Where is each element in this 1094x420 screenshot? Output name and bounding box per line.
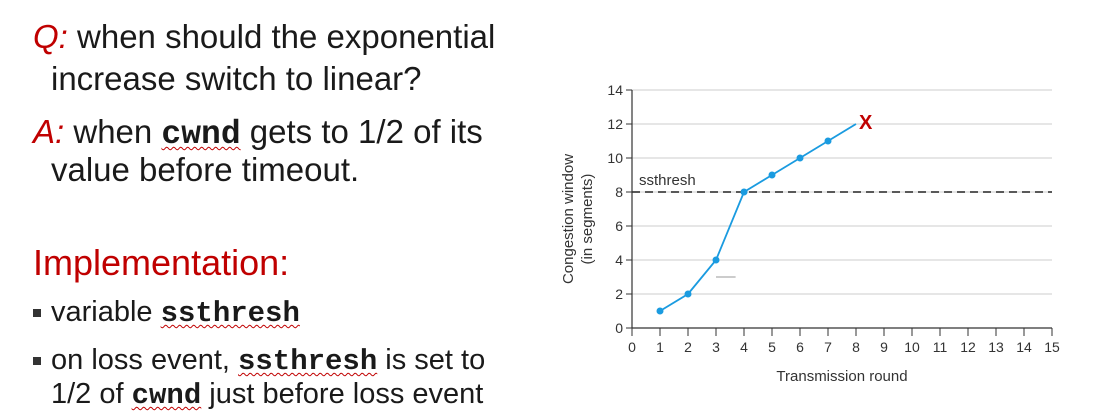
bullet2-pre: on loss event,: [51, 344, 238, 376]
bullet-2-line2: 1/2 of cwnd just before loss event: [51, 378, 484, 412]
x-tick-label: 10: [904, 339, 920, 355]
slide-text: Q: when should the exponential increase …: [0, 0, 540, 420]
bullet2-code-cwnd: cwnd: [131, 379, 202, 412]
x-tick-label: 15: [1044, 339, 1060, 355]
bullet2-post: is set to: [377, 344, 486, 376]
bullet1-pre: variable: [51, 296, 161, 328]
bullet-1: variable ssthresh: [51, 296, 300, 330]
ssthresh-label: ssthresh: [639, 172, 696, 189]
y-tick-label: 12: [607, 116, 623, 132]
answer-line1: A: when cwnd gets to 1/2 of its: [33, 115, 483, 151]
series-line: [659, 123, 857, 312]
series-group: X: [656, 112, 873, 315]
y-tick-label: 4: [615, 252, 623, 268]
question-text: when should the exponential: [67, 18, 496, 55]
x-tick-label: 13: [988, 339, 1004, 355]
y-tick-label: 6: [615, 218, 623, 234]
axes: [626, 89, 1053, 336]
y-tick-label: 10: [607, 150, 623, 166]
bullet-2-line1: on loss event, ssthresh is set to: [51, 344, 486, 378]
x-tick-label: 6: [796, 339, 804, 355]
x-tick-label: 14: [1016, 339, 1032, 355]
loss-marker: X: [859, 112, 873, 134]
data-point: [768, 171, 776, 179]
answer-code-cwnd: cwnd: [161, 116, 241, 153]
x-tick-label: 4: [740, 339, 748, 355]
data-point: [712, 256, 720, 264]
y-tick-label: 8: [615, 184, 623, 200]
bullet2-line2-post: just before loss event: [201, 378, 484, 410]
x-tick-label: 2: [684, 339, 692, 355]
bullet-marker-1: [33, 309, 41, 317]
question-line2: increase switch to linear?: [51, 60, 422, 97]
x-tick-label: 12: [960, 339, 976, 355]
x-tick-label: 9: [880, 339, 888, 355]
x-tick-label: 0: [628, 339, 636, 355]
question-line1: Q: when should the exponential: [33, 20, 495, 53]
data-point: [796, 154, 804, 162]
x-tick-label: 8: [852, 339, 860, 355]
y-tick-label: 14: [607, 82, 623, 98]
answer-label: A:: [33, 113, 65, 150]
implementation-heading: Implementation:: [33, 242, 290, 283]
bullet-marker-2: [33, 357, 41, 365]
y-tick-label: 2: [615, 286, 623, 302]
y-tick-label: 0: [615, 320, 623, 336]
data-point: [824, 137, 832, 145]
bullet2-line2-pre: 1/2 of: [51, 378, 132, 410]
x-tick-label: 11: [933, 339, 948, 355]
bullet2-code-ssthresh: ssthresh: [238, 345, 378, 378]
question-label: Q:: [33, 18, 68, 55]
answer-line2: value before timeout.: [51, 151, 360, 188]
y-axis-label-line1: Congestion window: [560, 154, 577, 284]
x-axis-label: Transmission round: [776, 368, 907, 385]
y-axis-label-line2: (in segments): [579, 174, 596, 265]
bullet1-code-ssthresh: ssthresh: [160, 297, 300, 330]
answer-pre: when: [64, 113, 162, 150]
data-point: [684, 290, 692, 298]
x-tick-label: 7: [824, 339, 832, 355]
x-tick-label: 3: [712, 339, 720, 355]
answer-post: gets to 1/2 of its: [240, 113, 483, 150]
x-tick-label: 5: [768, 339, 776, 355]
x-tick-label: 1: [656, 339, 664, 355]
ssthresh-threshold: ssthresh: [632, 172, 1052, 193]
data-point: [740, 188, 748, 196]
data-point: [656, 307, 664, 315]
